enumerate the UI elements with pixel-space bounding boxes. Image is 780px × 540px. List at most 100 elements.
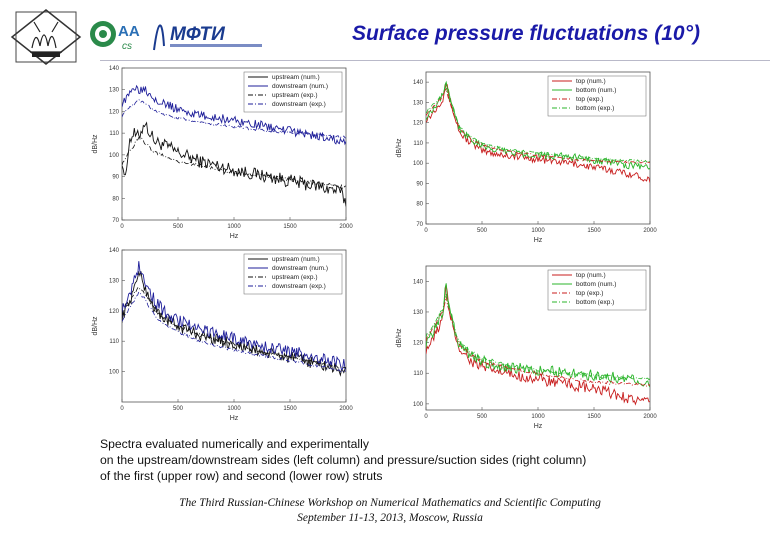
legend-entry: bottom (exp.): [576, 299, 614, 306]
legend-entry: top (num.): [576, 272, 606, 279]
legend-box: [243, 71, 343, 113]
x-tick-label: 1000: [227, 224, 241, 230]
footer-workshop-name: The Third Russian-Chinese Workshop on Nu…: [179, 497, 601, 509]
y-tick-label: 90: [416, 181, 423, 187]
cs-logo-text: cs: [122, 41, 132, 52]
series-line: [426, 82, 650, 183]
caption-line-1: Spectra evaluated numerically and experi…: [100, 437, 369, 451]
series-line: [122, 291, 346, 373]
y-tick-label: 110: [413, 371, 423, 377]
x-tick-label: 1500: [587, 414, 601, 420]
x-axis-label: Hz: [534, 423, 543, 430]
chart-lower-right: 0 500 1000 1500 2000 100 110 120 130 140 Hz dB/Hz to…: [392, 260, 660, 432]
series-line: [122, 84, 346, 146]
footer-date-location: September 11-13, 2013, Moscow, Russia: [297, 512, 483, 524]
series-line: [426, 83, 650, 163]
x-tick-label: 0: [120, 406, 124, 412]
y-tick-label: 100: [413, 402, 424, 408]
x-tick-label: 0: [424, 228, 428, 234]
chart-upper-right: 0 500 1000 1500 2000 70 80 90 100 110 120 130 140 Hz d…: [392, 66, 660, 246]
y-tick-label: 130: [413, 310, 424, 316]
x-tick-label: 1000: [531, 414, 545, 420]
x-tick-label: 1500: [283, 224, 297, 230]
y-tick-label: 110: [413, 141, 423, 147]
x-tick-label: 500: [477, 228, 488, 234]
x-tick-label: 1000: [531, 228, 545, 234]
series-line: [122, 121, 346, 207]
x-axis-label: Hz: [230, 415, 239, 422]
series-line: [122, 136, 346, 190]
caption-line-3: of the first (upper row) and second (low…: [100, 469, 383, 483]
legend-box: [547, 269, 647, 311]
y-tick-label: 130: [413, 100, 424, 106]
caption-line-2: on the upstream/downstream sides (left c…: [100, 453, 587, 467]
series-line: [426, 296, 650, 387]
mipt-logo: МФТИ: [150, 10, 270, 56]
x-tick-label: 0: [424, 414, 428, 420]
mipt-logo-text: МФТИ: [170, 24, 225, 45]
y-tick-label: 80: [416, 202, 423, 208]
series-line: [122, 98, 346, 139]
series-line: [122, 261, 346, 371]
aa-cs-logo: AA cs: [88, 14, 144, 54]
x-tick-label: 2000: [339, 406, 353, 412]
y-tick-label: 120: [109, 309, 120, 315]
legend-entry: bottom (exp.): [576, 105, 614, 112]
y-tick-label: 110: [109, 339, 119, 345]
legend-entry: upstream (exp.): [272, 92, 318, 99]
x-tick-label: 0: [120, 224, 124, 230]
legend-box: [547, 75, 647, 117]
x-tick-label: 2000: [339, 224, 353, 230]
y-tick-label: 80: [112, 196, 119, 202]
y-tick-label: 140: [109, 66, 120, 72]
y-tick-label: 140: [413, 80, 424, 86]
y-axis-label: dB/Hz: [396, 138, 403, 158]
header-divider: [100, 60, 770, 61]
legend-entry: upstream (exp.): [272, 274, 318, 281]
aa-logo-text: AA: [118, 23, 140, 40]
y-tick-label: 120: [413, 341, 424, 347]
legend-entry: bottom (num.): [576, 281, 616, 288]
series-line: [426, 293, 650, 381]
legend-entry: top (exp.): [576, 290, 603, 297]
series-line: [426, 88, 650, 164]
x-tick-label: 1000: [227, 406, 241, 412]
y-tick-label: 110: [109, 131, 119, 137]
chart-upper-left: 0 500 1000 1500 2000 70 80 90 100 110 120 130 140 Hz d…: [88, 62, 356, 242]
page-title: Surface pressure fluctuations (10°): [352, 22, 700, 45]
x-axis-label: Hz: [534, 237, 543, 244]
legend-entry: top (num.): [576, 78, 606, 85]
y-tick-label: 70: [112, 218, 119, 224]
institute-crest-logo: [10, 8, 82, 66]
legend-entry: upstream (num.): [272, 256, 320, 263]
legend-entry: top (exp.): [576, 96, 603, 103]
figure-caption: Spectra evaluated numerically and experi…: [100, 436, 740, 484]
x-tick-label: 500: [477, 414, 488, 420]
x-tick-label: 500: [173, 406, 184, 412]
y-tick-label: 100: [109, 153, 120, 159]
y-tick-label: 130: [109, 88, 120, 94]
y-tick-label: 90: [112, 175, 119, 181]
legend-entry: downstream (num.): [272, 265, 328, 272]
x-tick-label: 1500: [283, 406, 297, 412]
legend-box: [243, 253, 343, 295]
x-tick-label: 2000: [643, 228, 657, 234]
y-axis-label: dB/Hz: [92, 316, 99, 336]
legend-entry: upstream (num.): [272, 74, 320, 81]
y-tick-label: 120: [109, 109, 120, 115]
x-tick-label: 1500: [587, 228, 601, 234]
legend-entry: downstream (exp.): [272, 101, 326, 108]
legend-entry: downstream (exp.): [272, 283, 326, 290]
y-tick-label: 120: [413, 121, 424, 127]
y-tick-label: 70: [416, 222, 423, 228]
x-axis-label: Hz: [230, 233, 239, 240]
legend-entry: downstream (num.): [272, 83, 328, 90]
series-line: [426, 80, 650, 170]
y-tick-label: 100: [413, 161, 424, 167]
y-tick-label: 140: [109, 248, 120, 254]
x-tick-label: 2000: [643, 414, 657, 420]
series-line: [426, 283, 650, 388]
series-line: [426, 285, 650, 406]
y-axis-label: dB/Hz: [396, 328, 403, 348]
legend-entry: bottom (num.): [576, 87, 616, 94]
